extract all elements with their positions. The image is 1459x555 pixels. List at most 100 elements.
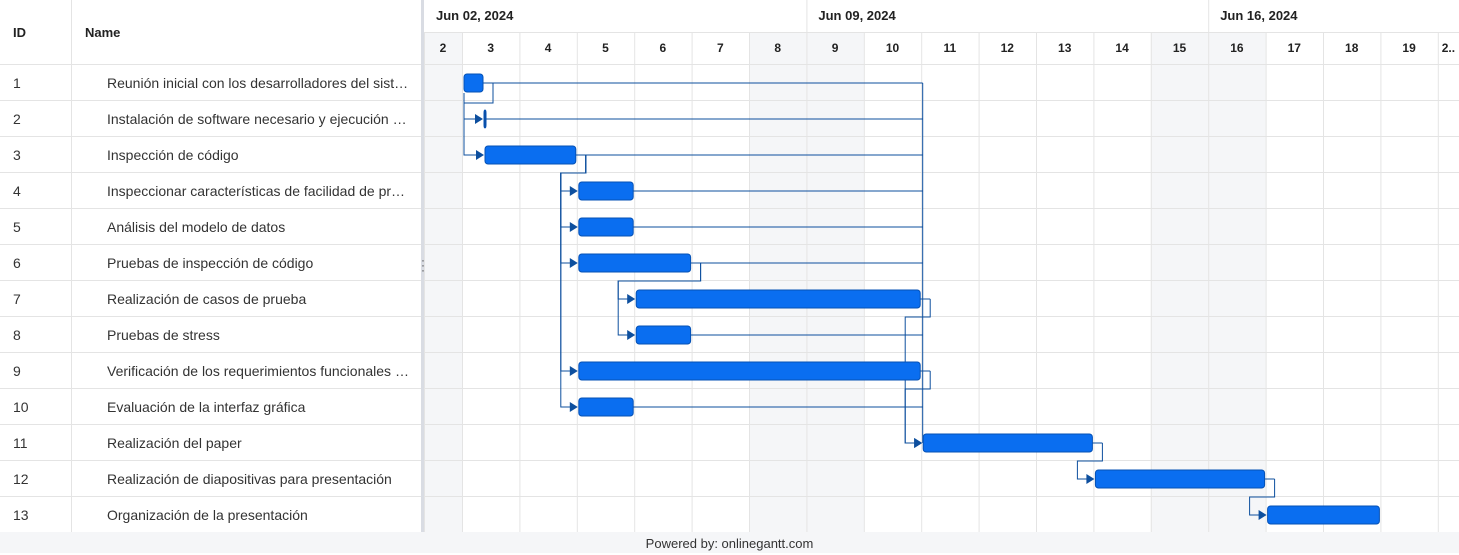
task-bar[interactable]	[635, 325, 692, 345]
drag-handle-icon[interactable]: · · ·	[421, 253, 425, 277]
link-arrow-icon	[627, 294, 636, 304]
day-label: 16	[1230, 41, 1244, 55]
weekend-column	[1150, 32, 1209, 532]
day-label: 5	[602, 41, 609, 55]
task-row[interactable]: 5 Análisis del modelo de datos	[0, 209, 421, 245]
link-arrow-icon	[569, 222, 578, 232]
column-divider	[71, 0, 72, 532]
task-id: 5	[13, 219, 21, 235]
task-name[interactable]: Análisis del modelo de datos	[107, 219, 286, 235]
weekend-column	[424, 32, 462, 532]
task-id: 1	[13, 75, 21, 91]
task-row[interactable]: 6 Pruebas de inspección de código	[0, 245, 421, 281]
day-label: 14	[1115, 41, 1129, 55]
task-name[interactable]: Inspección de código	[107, 147, 239, 163]
footer-credit: Powered by: onlinegantt.com	[0, 532, 1459, 553]
link-arrow-icon	[569, 366, 578, 376]
task-bar[interactable]	[578, 217, 634, 237]
day-label: 17	[1287, 41, 1301, 55]
day-label: 12	[1000, 41, 1014, 55]
task-row[interactable]: 7 Realización de casos de prueba	[0, 281, 421, 317]
link-arrow-icon	[627, 330, 636, 340]
name-column-header[interactable]: Name	[85, 24, 121, 40]
task-bar[interactable]	[578, 181, 634, 201]
link-arrow-icon	[914, 438, 923, 448]
day-label: 2..	[1441, 41, 1456, 55]
task-bar[interactable]	[1094, 469, 1266, 489]
task-id: 3	[13, 147, 21, 163]
task-id: 10	[13, 399, 29, 415]
link-arrow-icon	[569, 402, 578, 412]
task-grid: ID Name 1 Reunión inicial con los desarro…	[0, 0, 421, 533]
gantt-chart: Jun 02, 2024 Jun 09, 2024 Jun 16, 2024 2 3 4 5…	[424, 0, 1459, 533]
task-name[interactable]: Realización de casos de prueba	[107, 291, 307, 307]
link-arrow-icon	[569, 258, 578, 268]
task-bar[interactable]	[635, 289, 921, 309]
task-name[interactable]: Pruebas de stress	[107, 327, 220, 343]
task-row[interactable]: 2 Instalación de software necesario y eje…	[0, 101, 421, 137]
task-id: 12	[13, 471, 29, 487]
task-bar[interactable]	[578, 253, 692, 273]
task-name[interactable]: Reunión inicial con los desarrolladores …	[107, 75, 411, 91]
month-label: Jun 02, 2024	[436, 8, 514, 23]
day-label: 9	[831, 41, 839, 55]
link-arrow-icon	[475, 114, 483, 124]
task-id: 13	[13, 507, 29, 523]
dependency-link	[1076, 443, 1103, 480]
month-label: Jun 16, 2024	[1220, 8, 1298, 23]
task-id: 7	[13, 291, 21, 307]
task-bar[interactable]	[463, 73, 484, 93]
day-label: 10	[885, 41, 900, 55]
task-row[interactable]: 12 Realización de diapositivas para prese…	[0, 461, 421, 497]
day-label: 4	[544, 41, 552, 55]
task-row[interactable]: 10 Evaluación de la interfaz gráfica	[0, 389, 421, 425]
day-label: 6	[659, 41, 667, 55]
task-row[interactable]: 9 Verificación de los requerimientos func…	[0, 353, 421, 389]
task-row[interactable]: 4 Inspeccionar características de facilid…	[0, 173, 421, 209]
dependency-link	[1249, 479, 1276, 516]
day-label: 2	[439, 41, 447, 55]
task-name[interactable]: Realización de diapositivas para present…	[107, 471, 392, 487]
task-name[interactable]: Verificación de los requerimientos funci…	[107, 363, 411, 379]
task-bar[interactable]	[578, 397, 634, 417]
task-bar[interactable]	[1267, 505, 1380, 525]
link-arrow-icon	[476, 150, 484, 160]
task-name[interactable]: Instalación de software necesario y ejec…	[107, 111, 411, 127]
link-arrow-icon	[1258, 510, 1267, 520]
task-id: 11	[13, 435, 28, 451]
day-label: 19	[1402, 41, 1416, 55]
task-bar[interactable]	[483, 109, 487, 129]
id-column-header[interactable]: ID	[13, 24, 26, 40]
panel-splitter[interactable]	[421, 0, 424, 532]
day-label: 3	[487, 41, 495, 55]
dependency-link	[463, 93, 479, 156]
month-label: Jun 09, 2024	[818, 8, 896, 23]
task-id: 9	[13, 363, 21, 379]
task-id: 2	[13, 111, 21, 127]
task-row[interactable]: 8 Pruebas de stress	[0, 317, 421, 353]
task-name[interactable]: Realización del paper	[107, 435, 242, 451]
task-bar[interactable]	[922, 433, 1093, 453]
link-arrow-icon	[1086, 474, 1095, 484]
dependency-link	[560, 155, 587, 408]
day-label: 15	[1172, 41, 1187, 55]
task-row[interactable]: 11 Realización del paper	[0, 425, 421, 461]
dependency-link	[904, 371, 931, 444]
task-name[interactable]: Inspeccionar características de facilida…	[107, 183, 411, 199]
task-row[interactable]: 3 Inspección de código	[0, 137, 421, 173]
task-name[interactable]: Organización de la presentación	[107, 507, 308, 523]
day-label: 11	[943, 41, 957, 55]
task-name[interactable]: Evaluación de la interfaz gráfica	[107, 399, 306, 415]
weekend-column	[749, 32, 807, 532]
task-bar[interactable]	[484, 145, 577, 165]
task-row[interactable]: 13 Organización de la presentación	[0, 497, 421, 533]
task-id: 8	[13, 327, 21, 343]
task-id: 4	[13, 183, 21, 199]
weekend-column	[1208, 32, 1266, 532]
task-row[interactable]: 1 Reunión inicial con los desarrolladores…	[0, 65, 421, 101]
task-name[interactable]: Pruebas de inspección de código	[107, 255, 314, 271]
gantt-chart-svg	[424, 0, 1459, 533]
task-bar[interactable]	[578, 361, 921, 381]
weekend-column	[806, 32, 864, 532]
